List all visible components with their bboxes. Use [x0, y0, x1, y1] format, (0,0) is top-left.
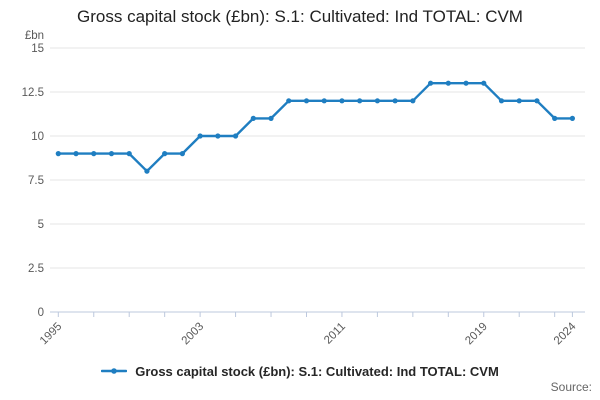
- y-tick-label: 2.5: [28, 263, 44, 275]
- data-point: [303, 98, 310, 104]
- data-point: [410, 98, 416, 104]
- line-chart-plot: 0 2.5 5 7.5 10 12.5 15 1995 2003 2011 2019 2024: [22, 43, 585, 348]
- data-point: [197, 133, 203, 139]
- data-point: [516, 98, 522, 104]
- data-point: [392, 98, 398, 104]
- data-point: [498, 98, 505, 104]
- data-point: [232, 133, 239, 139]
- y-tick-label: 15: [31, 43, 44, 55]
- data-point: [126, 151, 132, 157]
- data-line: [57, 81, 574, 173]
- data-point: [357, 98, 363, 104]
- x-tick-label: 2024: [552, 320, 579, 347]
- x-tick-label: 2003: [180, 321, 207, 348]
- data-point: [91, 151, 97, 157]
- data-point: [144, 168, 150, 174]
- source-label: Source:: [550, 380, 592, 394]
- data-point: [321, 98, 327, 104]
- data-point: [55, 151, 61, 157]
- data-point: [534, 98, 540, 104]
- data-point: [339, 98, 345, 104]
- y-tick-label: 0: [38, 307, 44, 319]
- data-point: [108, 151, 115, 157]
- legend-marker-dot: [111, 368, 118, 374]
- chart-title: Gross capital stock (£bn): S.1: Cultivat…: [77, 7, 523, 26]
- data-point: [162, 151, 168, 157]
- data-point: [427, 80, 434, 86]
- y-tick-label: 10: [31, 131, 44, 143]
- y-tick-label: 7.5: [28, 175, 44, 187]
- y-tick-label: 12.5: [22, 87, 44, 99]
- x-tick-label: 2011: [322, 321, 348, 347]
- data-point: [215, 133, 221, 139]
- data-point: [286, 98, 292, 104]
- legend-label: Gross capital stock (£bn): S.1: Cultivat…: [135, 363, 499, 379]
- data-point: [179, 151, 185, 157]
- data-point: [250, 115, 256, 121]
- data-point: [463, 80, 469, 86]
- data-point: [73, 151, 79, 157]
- data-point: [445, 80, 451, 86]
- y-axis-unit-label: £bn: [24, 30, 44, 42]
- data-point: [268, 115, 274, 121]
- data-point: [374, 98, 380, 104]
- data-point: [552, 115, 558, 121]
- data-point: [481, 80, 487, 86]
- x-tick-label: 2019: [463, 321, 490, 348]
- y-tick-label: 5: [38, 219, 44, 231]
- legend-line-marker-icon: [101, 368, 128, 374]
- legend: Gross capital stock (£bn): S.1: Cultivat…: [0, 362, 600, 380]
- data-point: [569, 115, 576, 121]
- x-tick-label: 1995: [38, 321, 65, 348]
